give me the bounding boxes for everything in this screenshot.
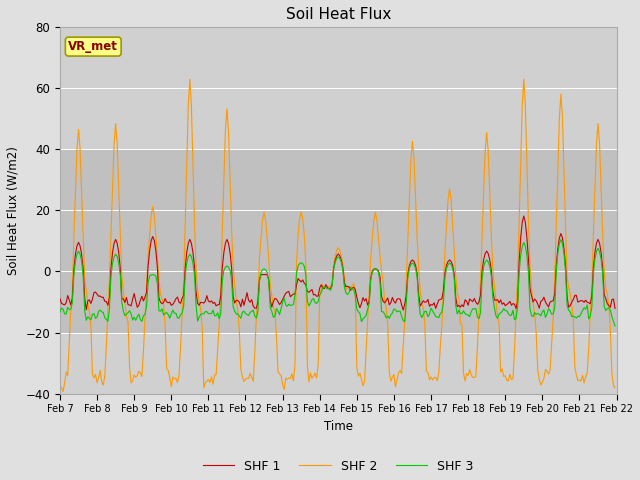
SHF 3	[250, 307, 257, 313]
SHF 1	[299, 277, 307, 283]
SHF 2	[60, 389, 67, 395]
SHF 1	[56, 296, 64, 301]
SHF 1	[240, 302, 248, 308]
SHF 2	[243, 375, 251, 381]
Text: VR_met: VR_met	[68, 40, 118, 53]
SHF 2	[302, 261, 310, 266]
SHF 2	[583, 370, 591, 376]
Line: SHF 3: SHF 3	[60, 240, 615, 326]
SHF 3	[240, 308, 248, 314]
Title: Soil Heat Flux: Soil Heat Flux	[285, 7, 391, 22]
SHF 3	[124, 310, 132, 316]
Y-axis label: Soil Heat Flux (W/m2): Soil Heat Flux (W/m2)	[7, 146, 20, 275]
SHF 1	[124, 302, 132, 308]
SHF 1	[520, 213, 527, 219]
SHF 2	[125, 364, 133, 370]
SHF 2	[611, 385, 619, 391]
SHF 1	[583, 300, 591, 305]
SHF 1	[399, 307, 407, 313]
SHF 2	[186, 76, 194, 82]
Bar	[60, 149, 616, 333]
X-axis label: Time: Time	[324, 420, 353, 432]
SHF 2	[253, 314, 260, 320]
SHF 3	[582, 306, 589, 312]
SHF 3	[299, 261, 307, 266]
SHF 3	[56, 309, 64, 315]
SHF 2	[56, 383, 64, 388]
Legend: SHF 1, SHF 2, SHF 3: SHF 1, SHF 2, SHF 3	[198, 455, 479, 478]
Line: SHF 2: SHF 2	[60, 79, 615, 392]
SHF 3	[221, 264, 229, 270]
SHF 3	[611, 323, 619, 329]
SHF 1	[221, 240, 229, 246]
Line: SHF 1: SHF 1	[60, 216, 615, 310]
SHF 1	[611, 305, 619, 311]
SHF 2	[225, 128, 232, 133]
SHF 1	[250, 303, 257, 309]
SHF 3	[557, 237, 564, 242]
